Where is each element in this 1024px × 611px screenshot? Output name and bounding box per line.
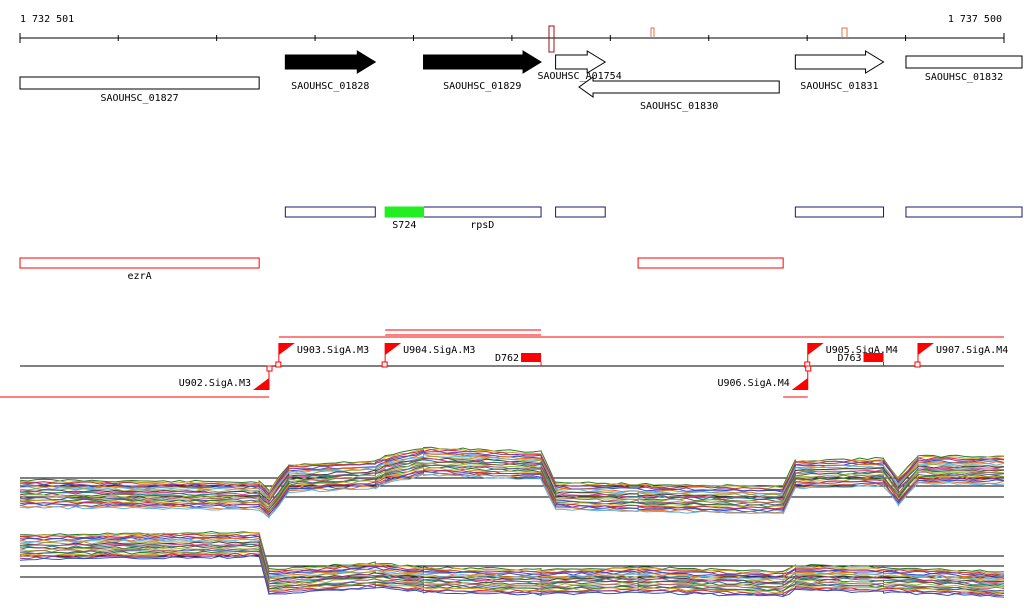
gene-track: SAOUHSC_01827 SAOUHSC_01828 SAOUHSC_01829 S… [19,50,1023,112]
promoter-label: U905.SigA.M4 [826,345,898,356]
tiling-profile-line [19,457,1005,504]
red-annotation-box[interactable] [637,257,784,269]
promoter-label: U902.SigA.M3 [179,378,251,389]
tiling-track-upper [19,446,1005,519]
gene-arrow-forward[interactable] [284,50,377,74]
tiling-profile-line [19,543,1005,587]
gene-arrow-forward[interactable] [794,50,885,74]
promoter-flag-forward[interactable] [385,343,402,355]
promoter-site [805,365,812,372]
annotation-box[interactable] [555,206,606,218]
srna-box-green[interactable] [384,206,425,218]
coordinate-ruler: 1 732 501 1 737 500 [19,14,1005,53]
promoter-label: U906.SigA.M4 [718,378,790,389]
promoter-flag-forward[interactable] [917,343,934,355]
gene-feature[interactable] [19,76,260,90]
promoter-flag-reverse[interactable] [253,378,270,390]
gene-label: SAOUHSC_01831 [800,81,878,92]
promoter-terminator-track: U902.SigA.M3 U903.SigA.M3 U904.SigA.M3 U905… [0,329,1008,398]
terminator-block[interactable] [863,353,884,362]
annotation-box[interactable] [284,206,376,218]
promoter-label: U903.SigA.M3 [297,345,369,356]
annotation-box[interactable] [905,206,1023,218]
tiling-profile-line [19,551,1005,595]
ruler-marker-small-1 [650,27,655,38]
tiling-profile-line [19,470,1005,516]
tiling-profile-line [19,554,1005,598]
promoter-site [381,361,388,368]
tiling-profile-line [19,532,1005,576]
gene-arrow-forward[interactable] [555,50,607,74]
promoter-flag-forward[interactable] [278,343,295,355]
terminator-block[interactable] [521,353,542,362]
tiling-profile-line [19,452,1005,499]
rpsD-label: rpsD [470,220,494,231]
ruler-ticks [19,33,1005,43]
annotation-box[interactable] [423,206,542,218]
red-annotation-label: ezrA [128,271,152,282]
promoter-flag-forward[interactable] [807,343,824,355]
terminator-label: D763 [837,353,861,364]
tiling-profile-line [19,462,1005,509]
tiling-profile-line [19,555,1005,598]
tiling-profile-line [19,552,1005,596]
red-annotation-box[interactable] [19,257,260,269]
promoter-site [275,361,282,368]
ruler-marker [548,25,555,53]
gene-label: SAOUHSC_01828 [291,81,369,92]
promoter-flag-reverse[interactable] [791,378,808,390]
terminator-label: D762 [495,353,519,364]
gene-label: SAOUHSC_01830 [640,101,718,112]
promoter-label: U907.SigA.M4 [936,345,1008,356]
gene-label: SAOUHSC_01832 [925,72,1003,83]
annotation-box[interactable] [794,206,885,218]
tiling-profile-line [19,473,1005,519]
tiling-profile-line [19,472,1005,519]
gene-label: SAOUHSC_01829 [443,81,521,92]
gene-label: SAOUHSC_A01754 [537,71,621,82]
tiling-profile-line [20,450,1005,496]
promoter-label: U904.SigA.M3 [403,345,475,356]
tiling-track-lower [19,530,1005,598]
tiling-profile-line [19,446,1004,494]
tiling-profile-line [19,541,1005,584]
annotation-track-blue: S724 rpsD [284,206,1023,231]
ruler-end-label: 1 737 500 [948,14,1002,25]
tiling-profile-line [19,544,1005,588]
gene-arrow-reverse[interactable] [578,76,780,98]
promoter-site [266,365,273,372]
promoter-site [914,361,921,368]
annotation-track-red: ezrA [19,257,784,282]
gene-label: SAOUHSC_01827 [100,93,178,104]
tiling-profile-line [19,542,1005,585]
ruler-start-label: 1 732 501 [20,14,74,25]
tiling-profile-line [19,550,1005,594]
gene-arrow-forward[interactable] [423,50,542,74]
srna-label: S724 [392,220,416,231]
ruler-marker-small-2 [841,27,848,38]
gene-feature[interactable] [905,55,1023,69]
tiling-profile-line [20,459,1005,506]
